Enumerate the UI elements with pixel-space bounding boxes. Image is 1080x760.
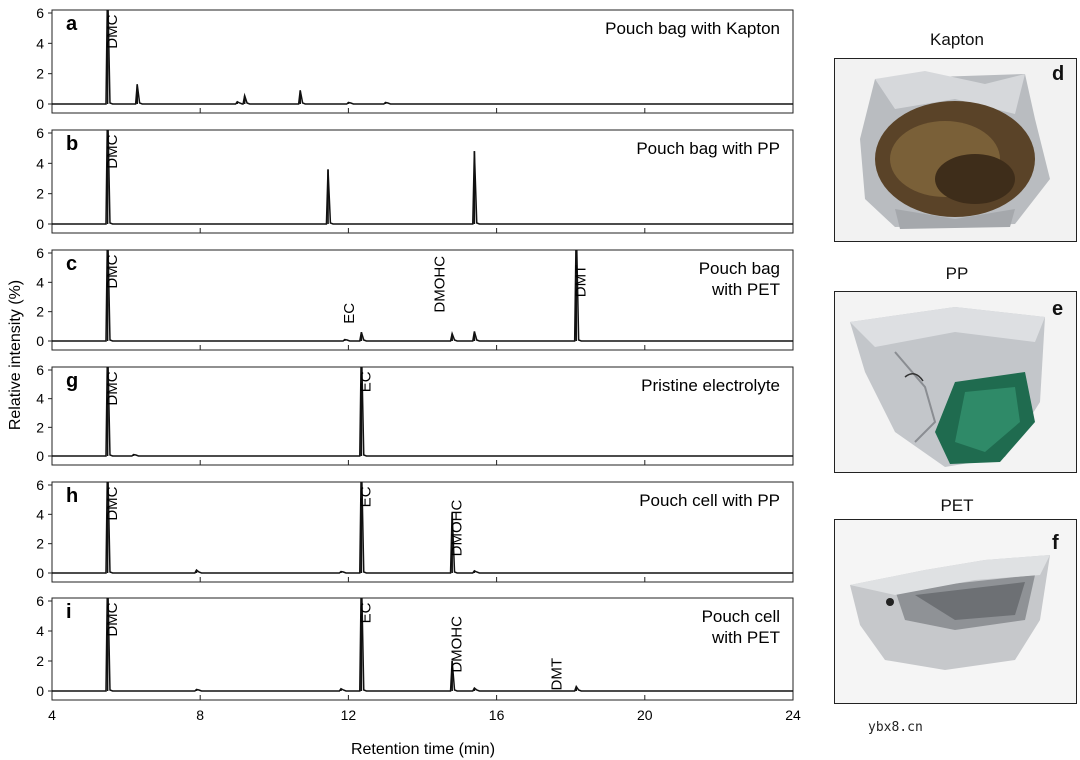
y-tick-label: 0 (36, 333, 44, 349)
plot-frame (51, 597, 794, 701)
y-tick-label: 0 (36, 448, 44, 464)
panel-letter-f: f (1052, 532, 1059, 554)
peak-label: DMC (104, 254, 121, 288)
y-tick-label: 6 (36, 593, 44, 609)
photo-title-pet: PET (940, 496, 974, 515)
peak-label: DMC (104, 134, 121, 168)
chromatogram-trace (52, 10, 793, 105)
peak-label: DMT (573, 265, 590, 298)
y-tick-label: 4 (36, 155, 44, 171)
x-tick-label: 12 (341, 707, 357, 723)
y-tick-label: 2 (36, 419, 44, 435)
photo-pet (834, 519, 1077, 704)
peak-label: EC (358, 371, 375, 392)
x-tick-label: 16 (489, 707, 505, 723)
y-tick-label: 4 (36, 623, 44, 639)
peak-label: DMC (104, 486, 121, 520)
panel-letter-e: e (1052, 298, 1064, 320)
kapton-pouch-image (835, 59, 1076, 241)
panel-title: with PET (711, 280, 780, 299)
panel-title: Pouch bag (699, 259, 780, 278)
x-tick-label: 20 (637, 707, 653, 723)
y-tick-label: 6 (36, 245, 44, 261)
y-tick-label: 6 (36, 125, 44, 141)
panel-title: Pouch bag with Kapton (605, 19, 780, 38)
plot-frame (51, 481, 794, 583)
y-tick-label: 0 (36, 683, 44, 699)
peak-label: EC (358, 486, 375, 507)
peak-label: DMOHC (432, 256, 449, 313)
peak-label: DMC (104, 602, 121, 636)
y-tick-label: 6 (36, 5, 44, 21)
y-tick-label: 0 (36, 565, 44, 581)
chart-panel-g: 0 2 4 6 g Pristine electrolyte DMC EC (36, 362, 794, 466)
y-tick-label: 4 (36, 391, 44, 407)
peak-label: EC (341, 303, 358, 324)
y-tick-label: 2 (36, 536, 44, 552)
panel-letter: b (66, 133, 78, 155)
peak-label: DMC (104, 14, 121, 48)
y-tick-label: 6 (36, 362, 44, 378)
y-tick-label: 0 (36, 96, 44, 112)
chromatogram-trace (52, 598, 793, 692)
panel-letter: i (66, 601, 72, 623)
plot-frame (51, 249, 794, 351)
pp-pouch-image (835, 292, 1076, 472)
y-tick-label: 2 (36, 186, 44, 202)
plot-frame (51, 366, 794, 466)
panel-title: Pouch cell with PP (639, 491, 780, 510)
panel-letter: c (66, 253, 77, 275)
panel-letter: h (66, 485, 78, 507)
y-tick-label: 2 (36, 653, 44, 669)
chart-panel-b: 0 2 4 6 b Pouch bag with PP DMC (36, 125, 794, 234)
chart-panel-h: 0 2 4 6 h Pouch cell with PP DMC EC DMOHC (36, 477, 794, 583)
y-tick-label: 4 (36, 274, 44, 290)
photo-title-kapton: Kapton (930, 30, 984, 49)
chart-panel-a: 0 2 4 6 a Pouch bag with Kapton DMC (36, 5, 794, 114)
peak-label: DMC (104, 371, 121, 405)
y-tick-label: 6 (36, 477, 44, 493)
x-tick-label: 8 (196, 707, 204, 723)
chart-panel-c: 0 2 4 6 c Pouch bag with PET DMC EC DMOHC DMT (36, 245, 794, 351)
pet-pouch-image (835, 520, 1076, 703)
y-tick-label: 4 (36, 506, 44, 522)
y-axis-label: Relative intensity (%) (7, 280, 24, 430)
x-axis-label: Retention time (min) (351, 741, 495, 758)
chromatogram-trace (52, 130, 793, 225)
peak-label: DMOHC (448, 500, 465, 557)
panel-title: Pristine electrolyte (641, 376, 780, 395)
peak-label: DMOHC (448, 616, 465, 673)
y-tick-label: 2 (36, 304, 44, 320)
x-tick-label: 24 (785, 707, 801, 723)
y-tick-label: 4 (36, 35, 44, 51)
peak-label: EC (358, 602, 375, 623)
photo-title-pp: PP (945, 264, 969, 283)
panel-title: Pouch bag with PP (636, 139, 780, 158)
photo-pp (834, 291, 1077, 473)
peak-label: DMT (548, 658, 565, 691)
photo-kapton (834, 58, 1077, 242)
plot-frame (51, 9, 794, 114)
panel-title: Pouch cell (702, 607, 780, 626)
panel-letter-d: d (1052, 63, 1065, 85)
y-tick-label: 0 (36, 216, 44, 232)
watermark-text: ybx8.cn (868, 720, 923, 735)
y-tick-label: 2 (36, 66, 44, 82)
x-tick-label: 4 (48, 707, 56, 723)
plot-frame (51, 129, 794, 234)
panel-letter: g (66, 370, 78, 392)
chromatogram-trace (52, 482, 793, 574)
chromatogram-trace (52, 250, 793, 342)
panel-letter: a (66, 13, 78, 35)
chromatogram-trace (52, 367, 793, 457)
panel-title: with PET (711, 628, 780, 647)
